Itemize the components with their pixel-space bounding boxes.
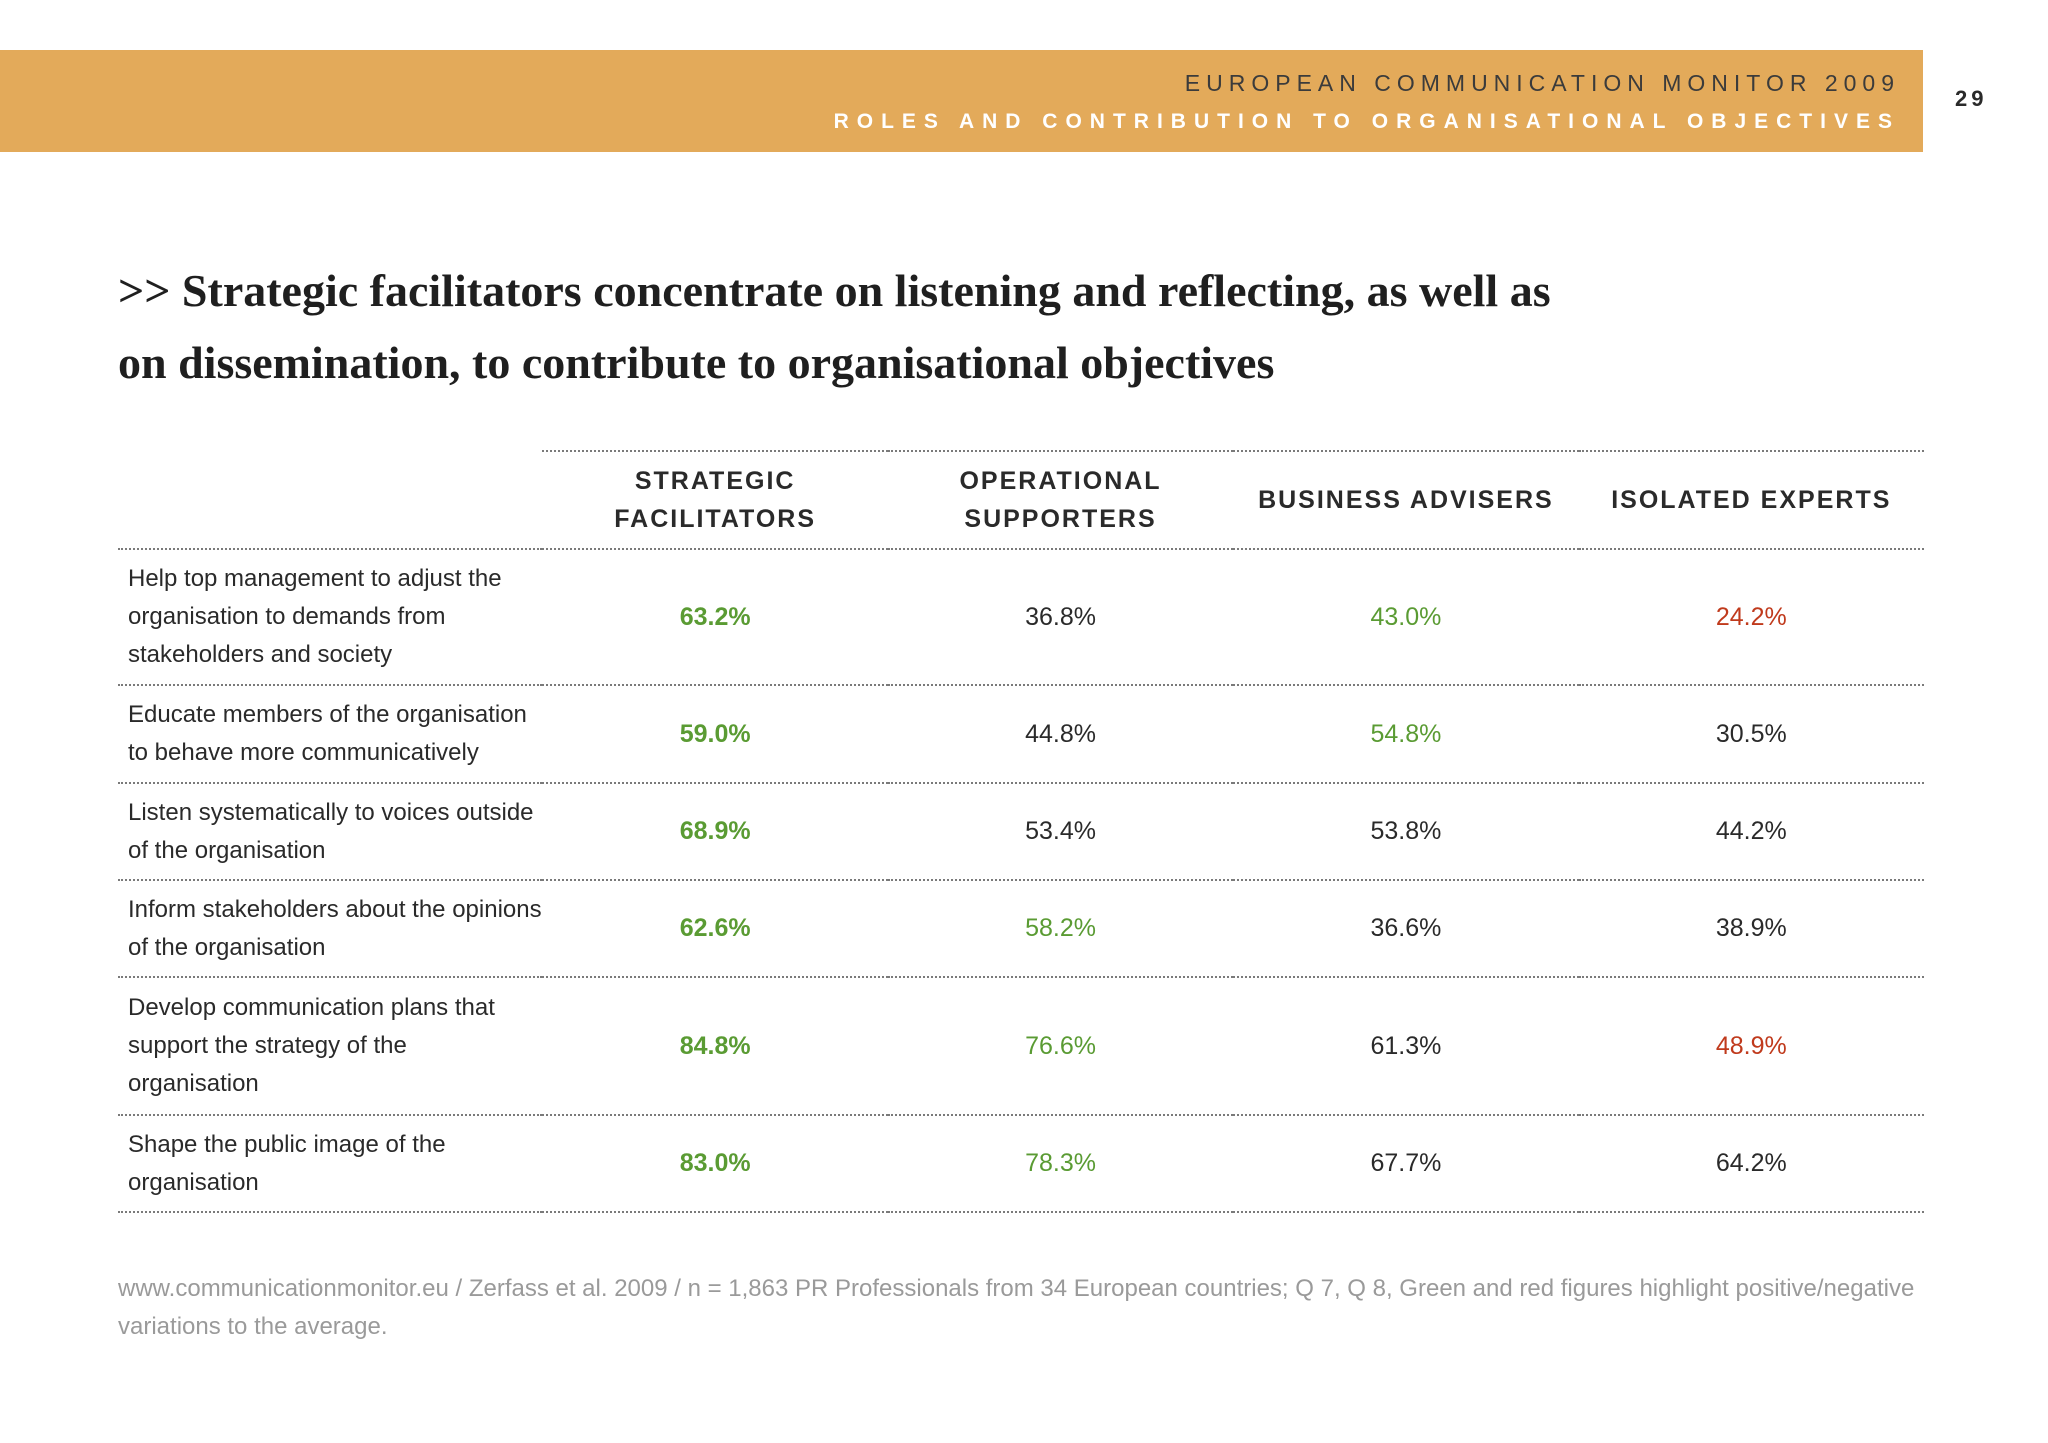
value-cell: 63.2% xyxy=(542,549,888,686)
value-cell: 36.8% xyxy=(887,549,1234,686)
row-label: Inform stakeholders about the opinions o… xyxy=(118,880,543,978)
row-label-line: Develop communication plans that xyxy=(128,994,495,1021)
value-cell: 83.0% xyxy=(542,1115,888,1213)
page-headline: >> Strategic facilitators concentrate on… xyxy=(118,255,1928,399)
table-row: Educate members of the organisation to b… xyxy=(118,685,1924,784)
value-cell: 48.9% xyxy=(1578,977,1924,1116)
table-row: Inform stakeholders about the opinions o… xyxy=(118,880,1924,978)
row-label: Help top management to adjust the organi… xyxy=(118,549,543,686)
row-label-line: Inform stakeholders about the opinions xyxy=(128,895,542,923)
row-label-line: organisation to demands from xyxy=(128,603,446,630)
value-cell: 64.2% xyxy=(1578,1115,1924,1213)
value-cell: 24.2% xyxy=(1578,549,1924,686)
column-header-business-advisers: BUSINESS ADVISERS xyxy=(1233,450,1579,550)
value-cell: 84.8% xyxy=(542,977,888,1116)
table-header-blank xyxy=(118,451,543,550)
column-header-line: SUPPORTERS xyxy=(964,505,1157,533)
row-label-line: Shape the public image of the xyxy=(128,1130,446,1158)
value-cell: 59.0% xyxy=(542,685,888,784)
table-row: Shape the public image of the organisati… xyxy=(118,1115,1924,1213)
source-footnote: www.communicationmonitor.eu / Zerfass et… xyxy=(118,1275,1915,1340)
value-cell: 30.5% xyxy=(1578,685,1924,784)
value-cell: 44.8% xyxy=(887,685,1234,784)
column-header-line: STRATEGIC xyxy=(634,467,796,495)
table-header-row: STRATEGIC FACILITATORS OPERATIONAL SUPPO… xyxy=(118,450,1924,550)
table-row: Help top management to adjust the organi… xyxy=(118,549,1924,686)
table-row: Listen systematically to voices outside … xyxy=(118,783,1924,881)
row-label-line: support the strategy of the organisation xyxy=(128,1032,407,1097)
row-label-line: organisation xyxy=(128,1168,259,1196)
row-label: Develop communication plans that support… xyxy=(118,977,543,1116)
value-cell: 54.8% xyxy=(1233,685,1579,784)
value-cell: 44.2% xyxy=(1578,783,1924,881)
row-label-line: to behave more communicatively xyxy=(128,739,479,766)
value-cell: 43.0% xyxy=(1233,549,1579,686)
column-header-line: FACILITATORS xyxy=(614,505,817,533)
row-label-line: of the organisation xyxy=(128,933,326,961)
value-cell: 78.3% xyxy=(887,1115,1234,1213)
row-label-line: stakeholders and society xyxy=(128,641,393,668)
row-label-line: Listen systematically to voices outside xyxy=(128,798,534,826)
value-cell: 58.2% xyxy=(887,880,1234,978)
value-cell: 53.4% xyxy=(887,783,1234,881)
column-header-strategic-facilitators: STRATEGIC FACILITATORS xyxy=(542,450,888,550)
results-table: STRATEGIC FACILITATORS OPERATIONAL SUPPO… xyxy=(118,450,1924,1213)
value-cell: 61.3% xyxy=(1233,977,1579,1116)
column-header-line: ISOLATED EXPERTS xyxy=(1611,486,1892,514)
header-band: EUROPEAN COMMUNICATION MONITOR 2009 ROLE… xyxy=(0,50,1923,152)
value-cell: 62.6% xyxy=(542,880,888,978)
value-cell: 67.7% xyxy=(1233,1115,1579,1213)
row-label-line: of the organisation xyxy=(128,836,326,864)
section-title: ROLES AND CONTRIBUTION TO ORGANISATIONAL… xyxy=(833,110,1900,133)
column-header-line: OPERATIONAL xyxy=(959,467,1162,495)
report-title: EUROPEAN COMMUNICATION MONITOR 2009 xyxy=(1184,70,1900,96)
page-number: 29 xyxy=(1955,86,1988,111)
row-label: Listen systematically to voices outside … xyxy=(118,783,543,881)
value-cell: 76.6% xyxy=(887,977,1234,1116)
table-row: Develop communication plans that support… xyxy=(118,977,1924,1116)
row-label-line: Educate members of the organisation xyxy=(128,701,527,728)
row-label-line: Help top management to adjust the xyxy=(128,565,502,592)
row-label: Educate members of the organisation to b… xyxy=(118,685,543,784)
value-cell: 53.8% xyxy=(1233,783,1579,881)
column-header-isolated-experts: ISOLATED EXPERTS xyxy=(1578,450,1924,550)
column-header-line: BUSINESS ADVISERS xyxy=(1258,486,1554,514)
column-header-operational-supporters: OPERATIONAL SUPPORTERS xyxy=(887,450,1234,550)
value-cell: 36.6% xyxy=(1233,880,1579,978)
row-label: Shape the public image of the organisati… xyxy=(118,1115,543,1213)
headline-line-2: on dissemination, to contribute to organ… xyxy=(118,337,1275,388)
headline-line-1: >> Strategic facilitators concentrate on… xyxy=(118,265,1551,316)
value-cell: 38.9% xyxy=(1578,880,1924,978)
value-cell: 68.9% xyxy=(542,783,888,881)
